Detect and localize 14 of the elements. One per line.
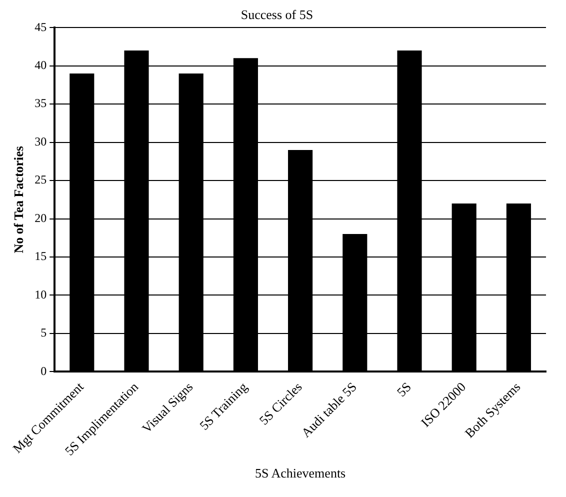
y-tick-label: 15 [34,249,47,264]
y-tick-label: 30 [34,134,47,148]
y-tick-label: 25 [34,172,47,187]
chart-title: Success of 5S [240,7,314,22]
x-axis-title: 5S Achievements [254,466,346,481]
y-tick-label: 10 [34,287,47,302]
x-tick-label: 5S [394,379,414,400]
y-tick-label: 20 [34,210,47,225]
y-tick-label: 5 [40,326,47,340]
y-tick-label: 45 [34,20,47,34]
y-axis-title: No of Tea Factories [11,146,26,254]
y-tick-label: 35 [34,96,47,110]
y-tick-label: 0 [40,364,47,378]
y-tick-label: 40 [34,58,47,72]
